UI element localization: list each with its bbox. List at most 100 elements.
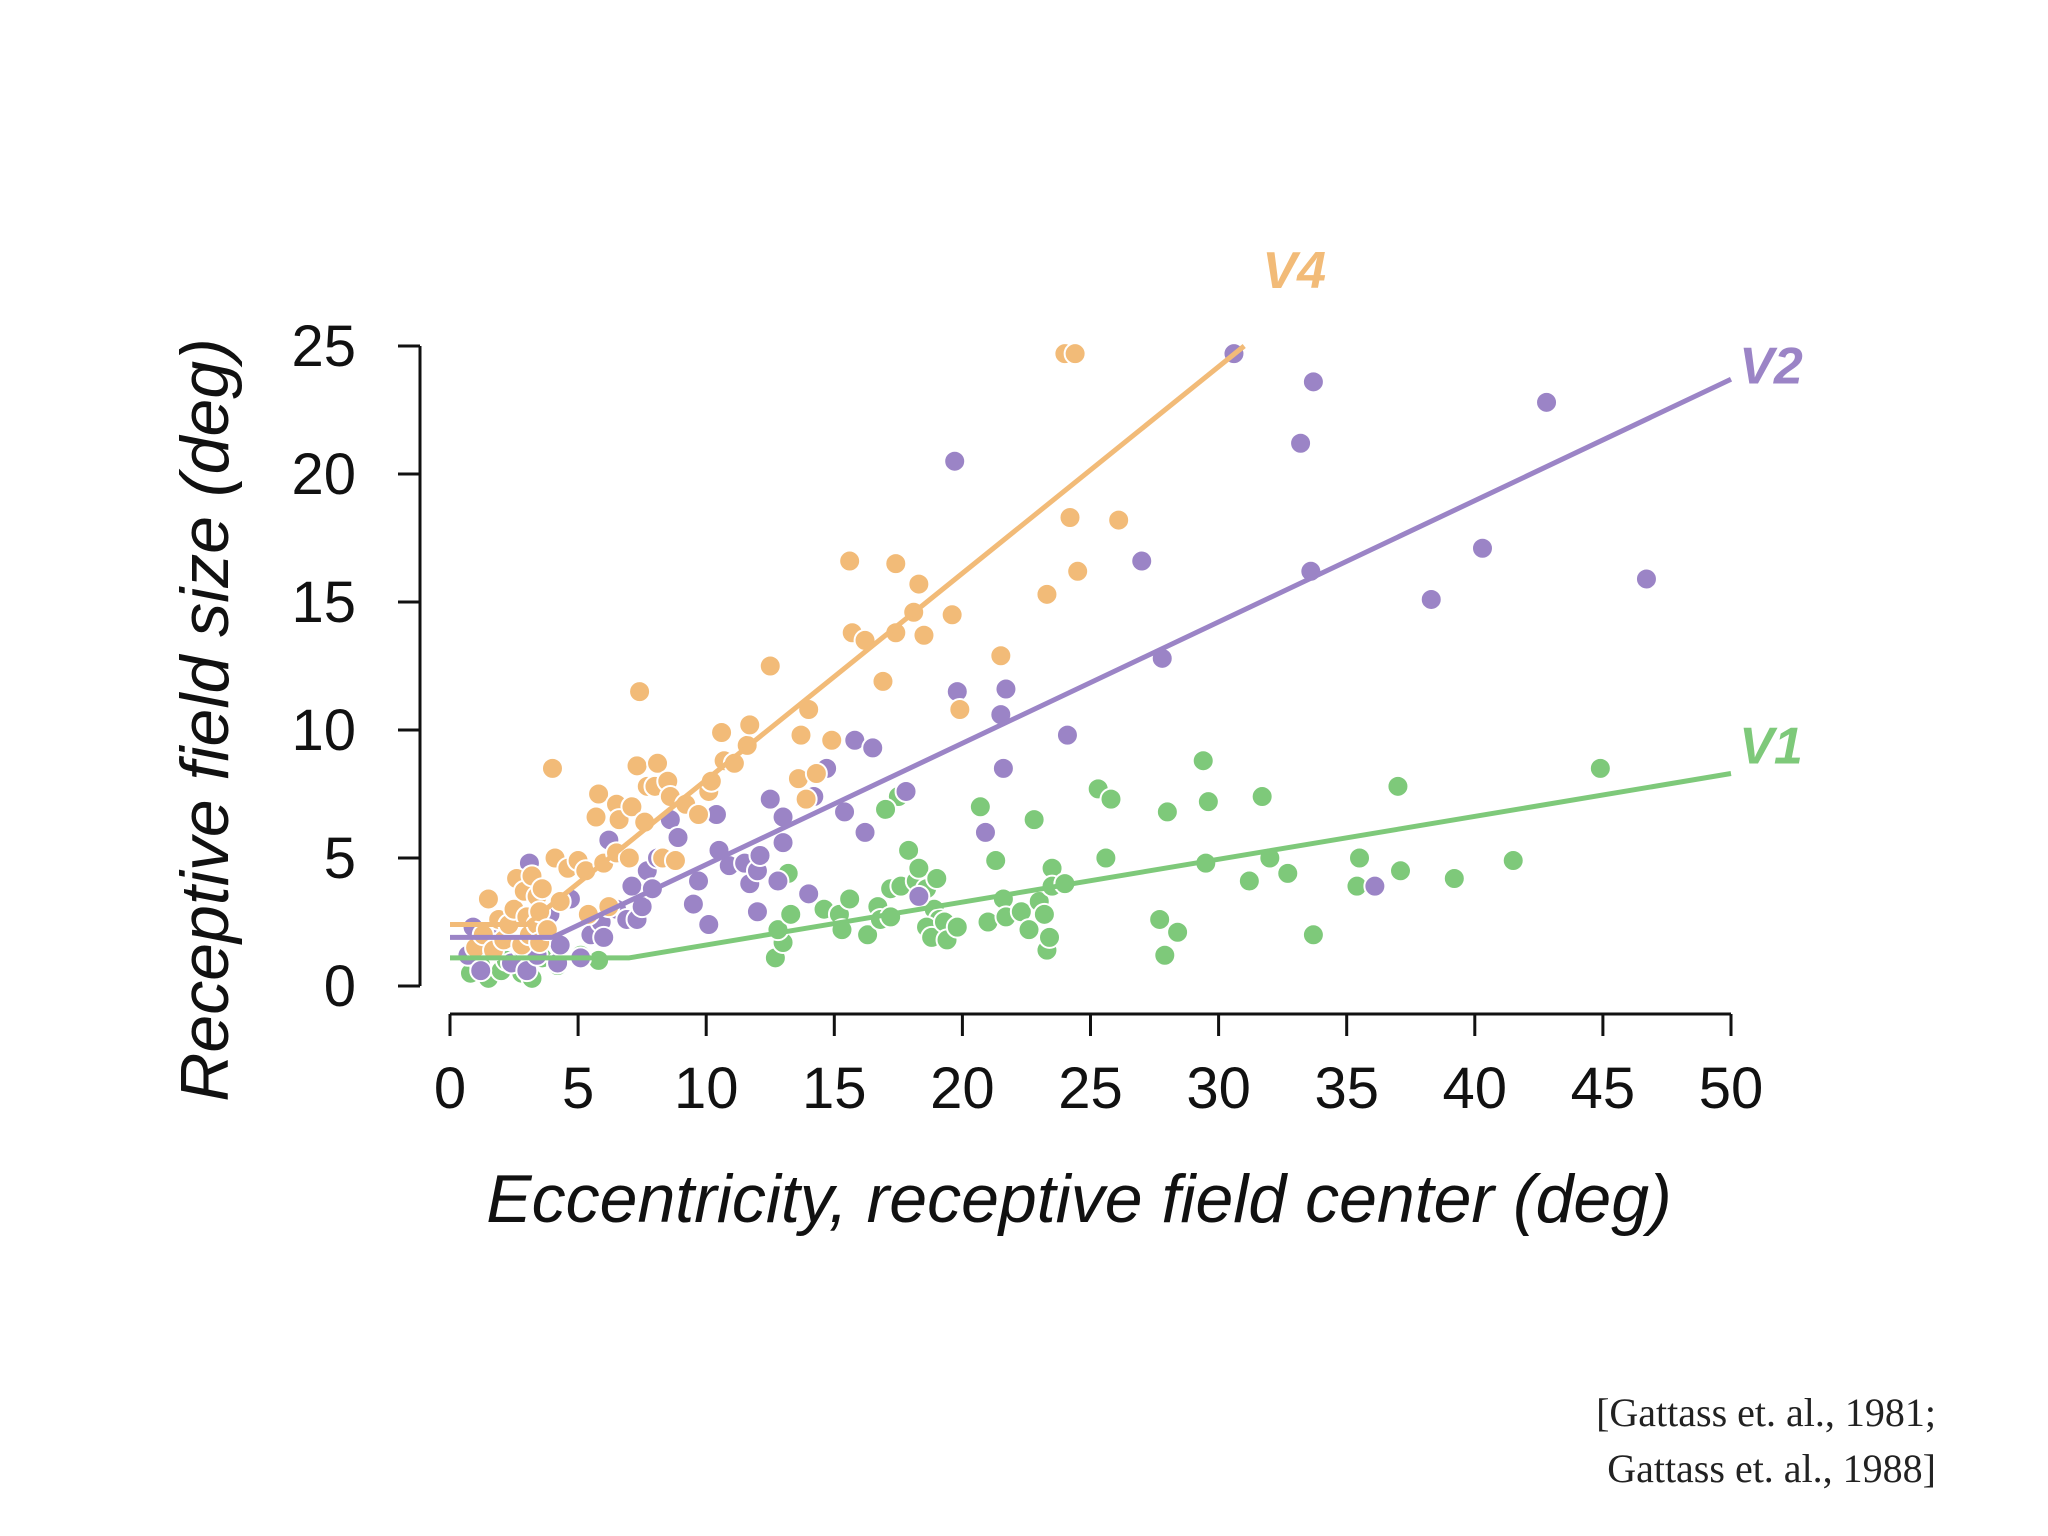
data-point-v2 [853,820,877,844]
data-point-v1 [1155,800,1179,824]
x-tick-label: 25 [1058,1056,1123,1121]
citation-line-1: [Gattass et. al., 1981; [1596,1390,1936,1435]
data-point-v2 [1363,874,1387,898]
data-point-v4 [912,623,936,647]
data-point-v2 [894,779,918,803]
data-point-v1 [1276,861,1300,885]
citation: [Gattass et. al., 1981; Gattass et. al.,… [1596,1385,1936,1497]
data-point-v4 [838,549,862,573]
data-point-v4 [530,877,554,901]
x-axis-title: Eccentricity, receptive field center (de… [486,1161,1671,1237]
data-point-v2 [666,826,690,850]
data-point-v2 [592,925,616,949]
x-tick-label: 40 [1443,1056,1508,1121]
data-point-v1 [1099,787,1123,811]
data-point-v1 [945,915,969,939]
fit-line-v4 [450,344,1246,928]
data-point-v4 [663,849,687,873]
axes: 0 5 10 15 20 25 30 35 40 45 50 0 5 10 15 20 25 [291,314,1763,1121]
data-point-v4 [587,782,611,806]
data-point-v1 [984,849,1008,873]
data-point-v1 [907,856,931,880]
data-point-v2 [991,756,1015,780]
data-point-v4 [1058,506,1082,530]
y-tick-label: 10 [291,698,356,763]
series-v1-points [458,749,1612,990]
data-point-v4 [738,713,762,737]
data-point-v4 [1107,508,1131,532]
x-tick-label: 50 [1699,1056,1764,1121]
data-point-v2 [758,787,782,811]
fit-line-v2 [450,377,1733,940]
citation-line-2: Gattass et. al., 1988] [1607,1446,1936,1491]
data-point-v4 [884,552,908,576]
data-point-v1 [1148,907,1172,931]
data-point-v2 [1289,431,1313,455]
x-tick-label: 35 [1314,1056,1379,1121]
data-point-v4 [710,721,734,745]
data-point-v4 [789,723,813,747]
data-point-v4 [989,644,1013,668]
data-point-v4 [646,751,670,775]
y-tick-label: 5 [324,826,356,891]
x-tick-label: 10 [674,1056,739,1121]
series-label-v1: V1 [1739,718,1803,776]
data-point-v1 [779,902,803,926]
data-point-v1 [925,866,949,890]
data-point-v2 [907,884,931,908]
x-tick-label: 45 [1571,1056,1636,1121]
data-point-v4 [584,805,608,829]
data-point-v1 [1501,849,1525,873]
data-point-v4 [907,572,931,596]
data-point-v4 [871,669,895,693]
data-point-v4 [804,762,828,786]
data-point-v1 [1250,785,1274,809]
data-point-v4 [620,795,644,819]
data-points [456,342,1658,990]
data-point-v1 [1032,902,1056,926]
data-point-v2 [771,831,795,855]
data-point-v1 [1191,749,1215,773]
data-point-v4 [1066,559,1090,583]
data-point-v1 [1094,846,1118,870]
data-point-v2 [469,959,493,983]
data-point-v1 [874,797,898,821]
data-point-v4 [617,846,641,870]
data-point-v1 [1237,869,1261,893]
data-point-v1 [1442,866,1466,890]
fit-lines [450,344,1733,961]
data-point-v1 [1588,756,1612,780]
series-label-v4: V4 [1262,242,1326,300]
data-point-v4 [948,698,972,722]
data-point-v4 [476,887,500,911]
data-point-v2 [797,882,821,906]
series-label-v2: V2 [1739,337,1803,395]
data-point-v4 [820,728,844,752]
data-point-v2 [861,736,885,760]
data-point-v2 [697,913,721,937]
data-point-v2 [943,449,967,473]
data-point-v4 [687,802,711,826]
data-point-v1 [1022,808,1046,832]
data-point-v4 [625,754,649,778]
x-tick-label: 30 [1186,1056,1251,1121]
x-tick-label: 5 [562,1056,594,1121]
data-point-v1 [1386,774,1410,798]
data-point-v2 [1634,567,1658,591]
data-point-v4 [628,680,652,704]
data-point-v1 [856,923,880,947]
data-point-v1 [1196,790,1220,814]
data-point-v2 [1470,536,1494,560]
data-point-v1 [1038,925,1062,949]
data-point-v1 [1301,923,1325,947]
data-point-v4 [540,756,564,780]
y-tick-label: 20 [291,442,356,507]
data-point-v4 [794,787,818,811]
data-point-v1 [1153,943,1177,967]
data-point-v1 [1348,846,1372,870]
data-point-v4 [758,654,782,678]
fit-line-v1 [450,771,1732,961]
data-point-v1 [1017,918,1041,942]
data-point-v2 [766,869,790,893]
